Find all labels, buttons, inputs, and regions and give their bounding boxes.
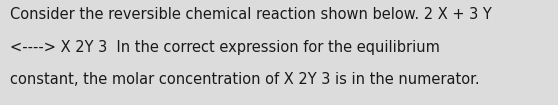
Text: constant, the molar concentration of X 2Y 3 is in the numerator.: constant, the molar concentration of X 2… bbox=[10, 72, 480, 87]
Text: Consider the reversible chemical reaction shown below. 2 X + 3 Y: Consider the reversible chemical reactio… bbox=[10, 7, 492, 22]
Text: <----> X 2Y 3  In the correct expression for the equilibrium: <----> X 2Y 3 In the correct expression … bbox=[10, 40, 440, 55]
